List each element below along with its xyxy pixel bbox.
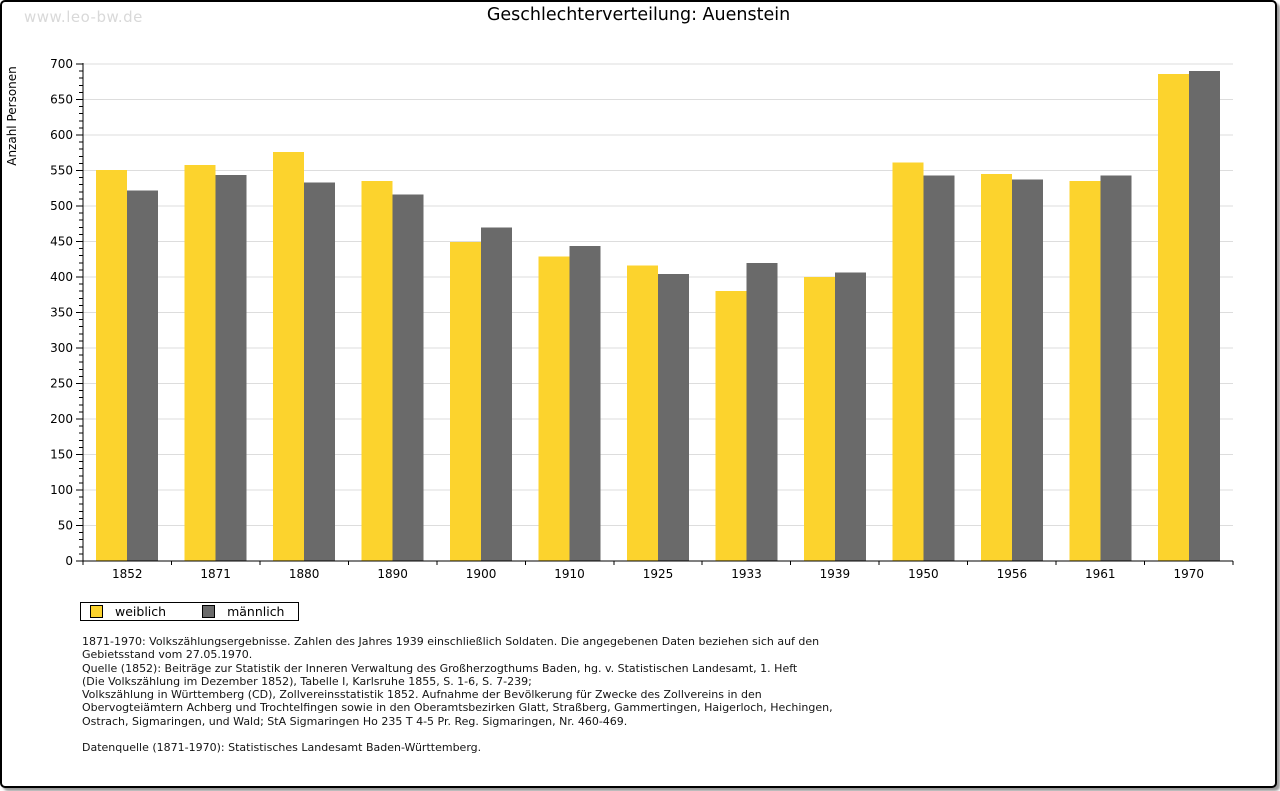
- bar-weiblich-1880: [273, 152, 305, 562]
- y-tick-label: 400: [50, 270, 73, 284]
- bar-männlich-1933: [746, 262, 778, 561]
- y-tick-label: 450: [50, 235, 73, 249]
- x-axis-label: 1961: [1085, 567, 1116, 581]
- source-note-line: Obervogteiämtern Achberg und Trochtelfin…: [82, 701, 833, 715]
- legend-swatch-weiblich: [90, 605, 103, 618]
- bar-weiblich-1871: [184, 164, 216, 561]
- x-axis-label: 1852: [112, 567, 143, 581]
- bar-weiblich-1970: [1157, 73, 1189, 561]
- x-axis-label: 1871: [200, 567, 231, 581]
- source-note-line: Volkszählung in Württemberg (CD), Zollve…: [82, 688, 762, 702]
- legend-label-weiblich: weiblich: [115, 604, 167, 619]
- bar-männlich-1852: [127, 190, 159, 561]
- y-tick-label: 50: [58, 519, 73, 533]
- y-tick-label: 200: [50, 412, 73, 426]
- bar-weiblich-1956: [980, 174, 1012, 562]
- bar-männlich-1956: [1011, 179, 1043, 562]
- y-tick-label: 550: [50, 164, 73, 178]
- bar-männlich-1925: [658, 274, 689, 561]
- x-axis-label: 1933: [731, 567, 762, 581]
- y-tick-label: 0: [65, 554, 73, 568]
- bar-männlich-1910: [569, 245, 601, 561]
- bar-weiblich-1950: [892, 162, 924, 561]
- y-tick-label: 500: [50, 199, 73, 213]
- legend-item-maennlich: männlich: [202, 604, 284, 619]
- y-tick-label: 700: [50, 57, 73, 71]
- y-tick-label: 150: [50, 448, 73, 462]
- x-axis-label: 1950: [908, 567, 939, 581]
- watermark: www.leo-bw.de: [24, 8, 143, 26]
- legend-item-weiblich: weiblich: [90, 604, 166, 619]
- x-axis-label: 1890: [377, 567, 408, 581]
- x-axis-label: 1939: [820, 567, 851, 581]
- x-axis-label: 1925: [643, 567, 674, 581]
- bar-weiblich-1933: [715, 291, 747, 561]
- bar-weiblich-1961: [1069, 181, 1101, 561]
- bar-weiblich-1852: [96, 169, 128, 562]
- source-note-line: Quelle (1852): Beiträge zur Statistik de…: [82, 661, 798, 675]
- chart-title: Geschlechterverteilung: Auenstein: [486, 5, 791, 25]
- source-note: 1871-1970: Volkszählungsergebnisse. Zahl…: [82, 635, 1215, 754]
- x-axis-label: 1956: [997, 567, 1028, 581]
- y-tick-label: 650: [50, 93, 73, 107]
- y-tick-label: 100: [50, 483, 73, 497]
- bar-chart: 0 50 100 150 200 250 300 350 400 450 500 550 600 650 7…: [5, 57, 1234, 581]
- bar-männlich-1961: [1100, 175, 1132, 561]
- y-tick-label: 600: [50, 128, 73, 142]
- x-axis-label: 1910: [554, 567, 585, 581]
- legend-swatch-maennlich: [202, 605, 216, 618]
- source-note-line: Gebietsstand vom 27.05.1970.: [82, 648, 253, 662]
- y-tick-label: 250: [50, 377, 73, 391]
- bar-männlich-1970: [1188, 71, 1220, 561]
- x-axis-label: 1880: [289, 567, 320, 581]
- bar-männlich-1950: [923, 175, 955, 561]
- bar-weiblich-1900: [450, 242, 482, 561]
- bar-männlich-1871: [215, 174, 247, 561]
- y-tick-label: 300: [50, 341, 73, 355]
- bar-männlich-1890: [392, 194, 424, 561]
- bar-weiblich-1890: [361, 181, 393, 561]
- source-note-line: (Die Volkszählung im Dezember 1852), Tab…: [82, 674, 532, 688]
- y-axis-title: Anzahl Personen: [5, 66, 19, 166]
- source-note-line: Ostrach, Sigmaringen, und Wald; StA Sigm…: [82, 714, 628, 728]
- x-axis-label: 1970: [1173, 567, 1204, 581]
- data-source-line: Datenquelle (1871-1970): Statistisches L…: [82, 741, 482, 755]
- bar-weiblich-1925: [627, 265, 658, 561]
- x-axis-label: 1900: [466, 567, 497, 581]
- source-note-line: 1871-1970: Volkszählungsergebnisse. Zahl…: [82, 635, 820, 648]
- legend: weiblich männlich: [80, 602, 300, 621]
- bar-weiblich-1910: [538, 256, 570, 561]
- bar-weiblich-1939: [803, 277, 835, 561]
- legend-label-maennlich: männlich: [227, 604, 285, 619]
- bar-männlich-1939: [834, 272, 866, 561]
- bar-männlich-1880: [304, 182, 336, 561]
- y-tick-label: 350: [50, 306, 73, 320]
- bar-männlich-1900: [481, 227, 513, 562]
